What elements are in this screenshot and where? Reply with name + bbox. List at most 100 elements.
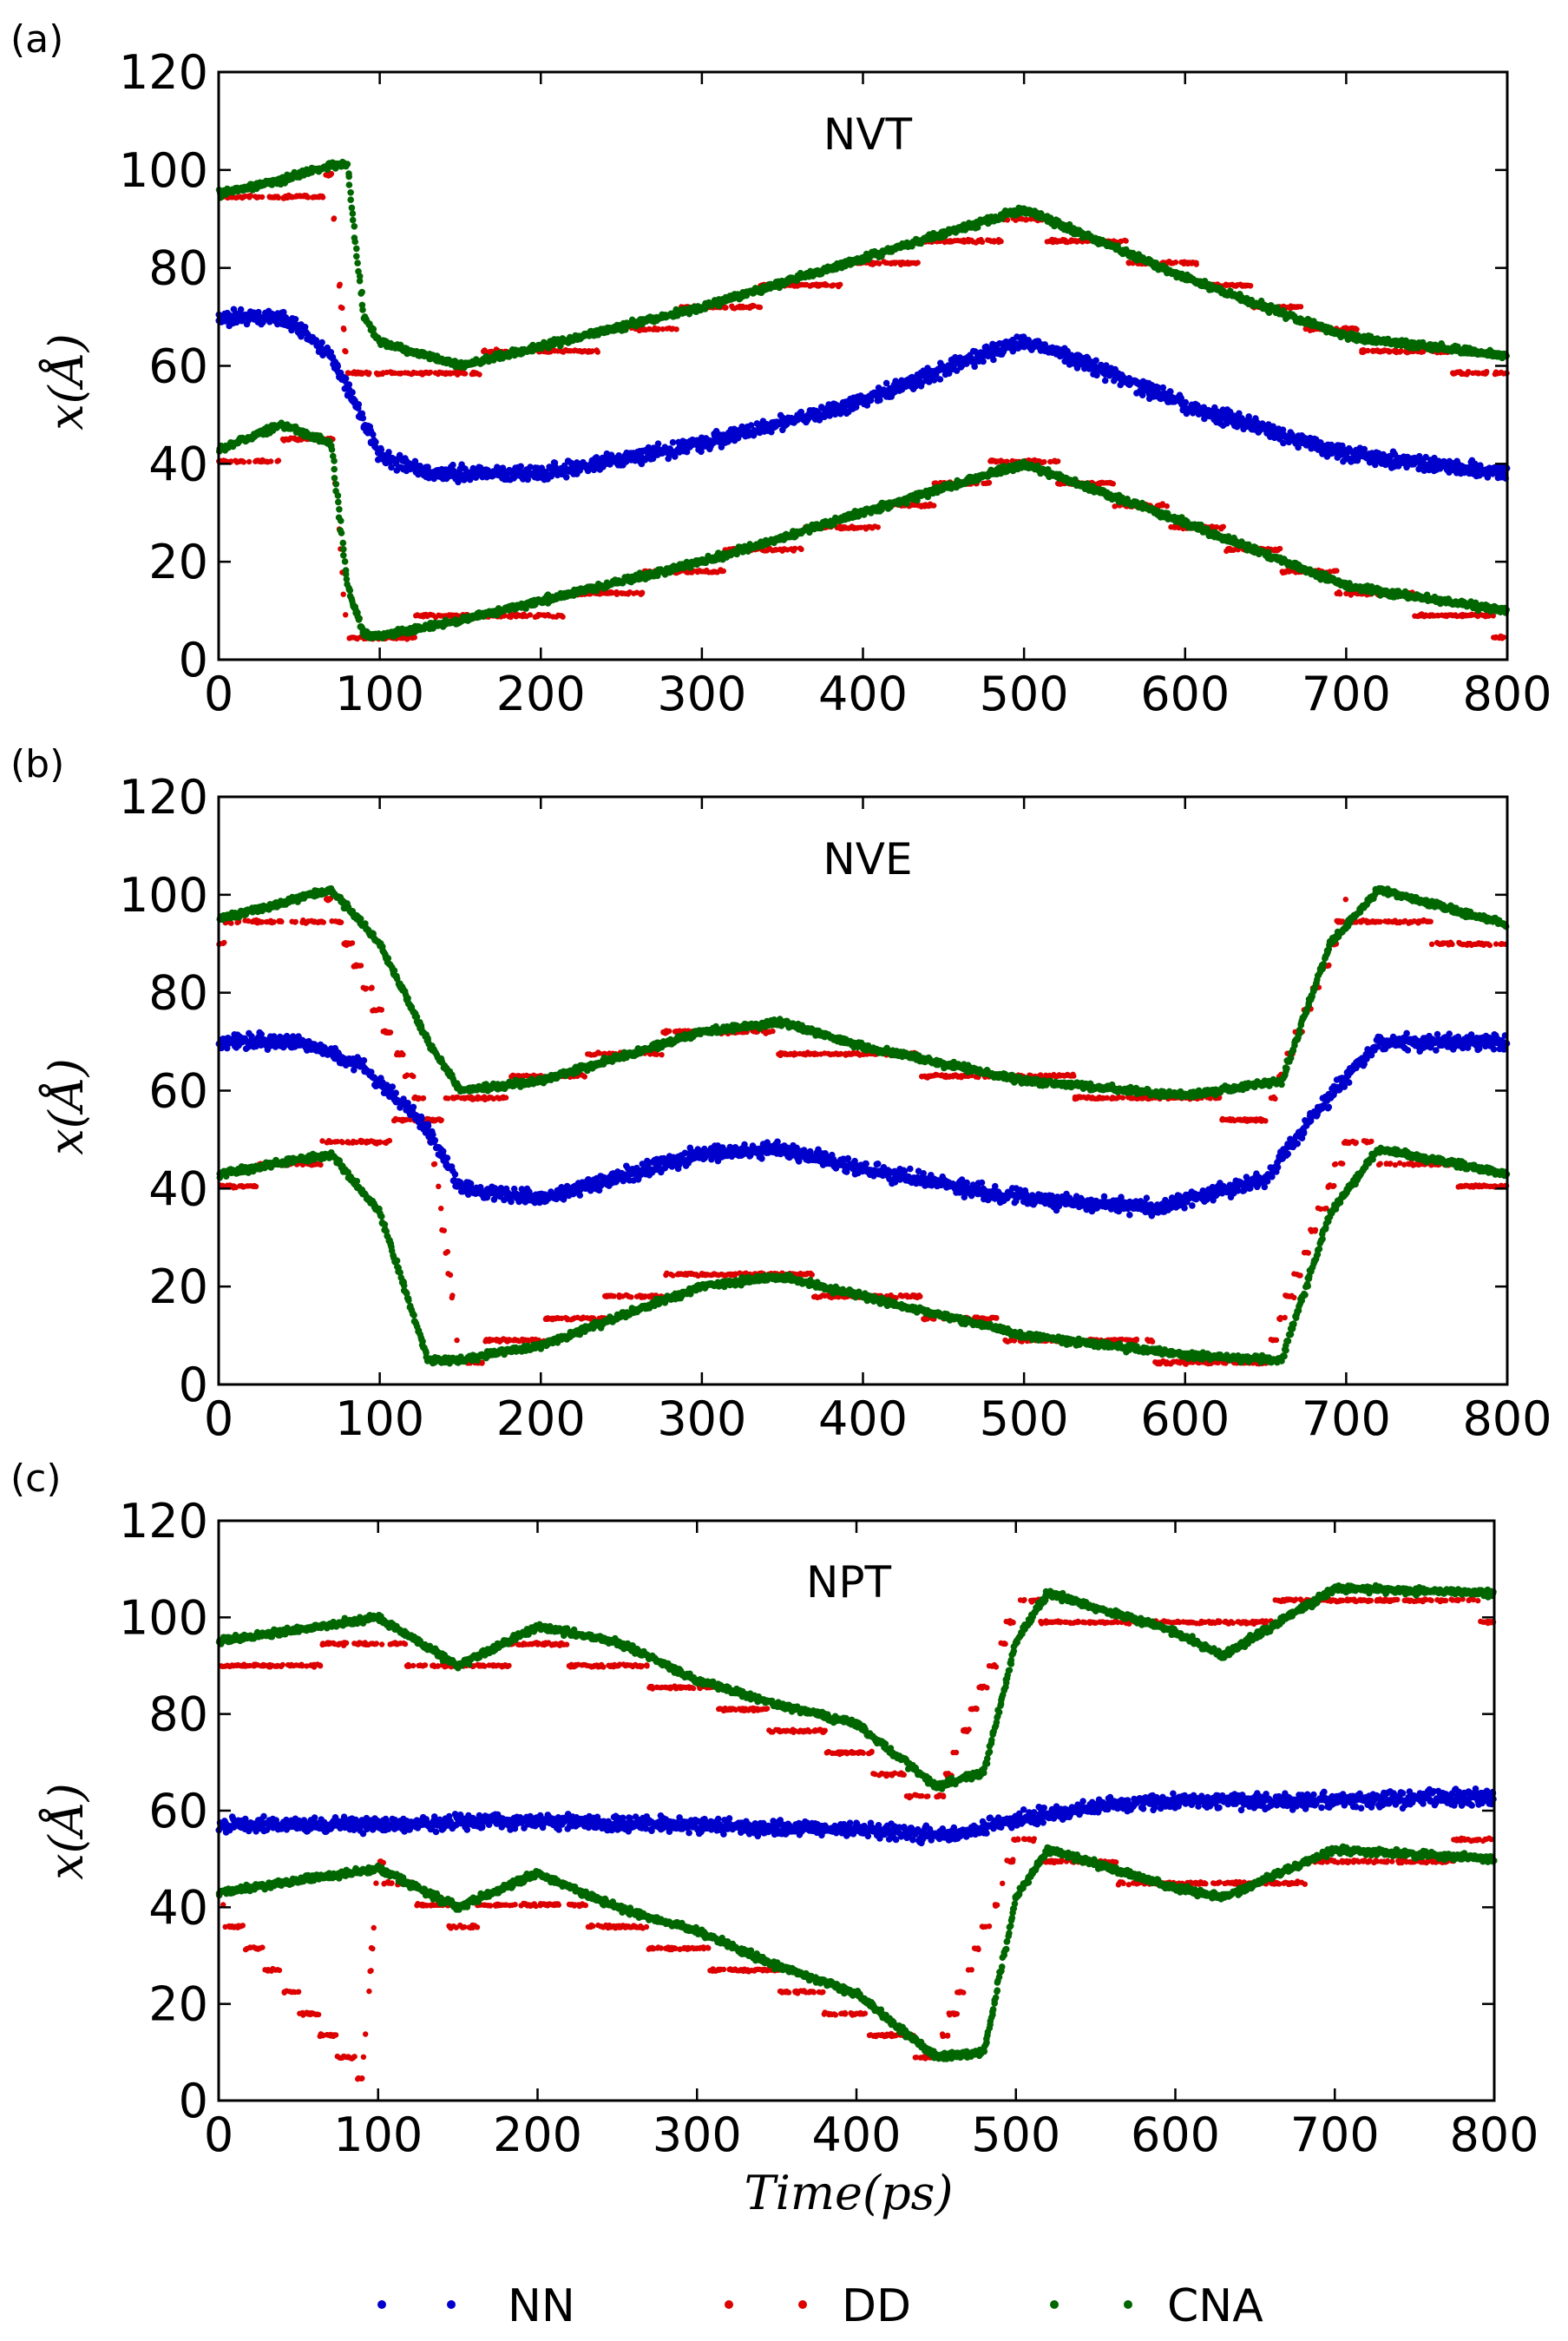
data-point-nn bbox=[318, 339, 325, 346]
data-point-dd bbox=[366, 370, 372, 376]
data-point-dd bbox=[792, 545, 798, 552]
data-point-dd bbox=[1023, 216, 1030, 223]
data-point-nn bbox=[1182, 398, 1190, 406]
data-point-dd bbox=[1276, 545, 1283, 552]
data-point-nn bbox=[1092, 357, 1099, 365]
data-point-dd bbox=[931, 503, 937, 509]
data-point-cna bbox=[353, 253, 360, 260]
data-point-dd bbox=[560, 614, 566, 620]
data-point-dd bbox=[259, 194, 266, 201]
data-point-nn bbox=[1280, 439, 1287, 447]
data-point-dd bbox=[476, 372, 482, 378]
data-point-dd bbox=[246, 458, 253, 465]
data-point-dd bbox=[411, 635, 417, 641]
data-point-dd bbox=[837, 281, 843, 287]
data-point-dd bbox=[1247, 283, 1254, 289]
data-point-dd bbox=[757, 304, 764, 311]
data-point-dd bbox=[655, 326, 661, 332]
data-point-dd bbox=[1365, 347, 1371, 354]
data-point-dd bbox=[823, 282, 830, 288]
data-point-nn bbox=[372, 438, 379, 446]
data-point-dd bbox=[1172, 260, 1179, 266]
data-point-dd bbox=[1466, 370, 1472, 376]
data-point-dd bbox=[268, 458, 274, 464]
data-point-cna bbox=[347, 196, 355, 203]
data-point-dd bbox=[247, 193, 253, 199]
data-point-nn bbox=[370, 431, 377, 438]
data-point-cna bbox=[345, 181, 353, 188]
data-point-nn bbox=[292, 316, 299, 323]
data-point-dd bbox=[1110, 481, 1117, 487]
data-point-nn bbox=[385, 449, 392, 456]
data-point-dd bbox=[462, 371, 469, 377]
data-point-nn bbox=[669, 438, 677, 446]
data-point-dd bbox=[341, 326, 347, 332]
data-point-nn bbox=[990, 356, 997, 364]
data-point-dd bbox=[830, 282, 836, 288]
data-point-cna bbox=[358, 288, 366, 296]
data-point-dd bbox=[1420, 348, 1427, 355]
data-point-nn bbox=[449, 461, 456, 469]
data-point-dd bbox=[1475, 370, 1482, 376]
data-point-dd bbox=[1334, 568, 1340, 574]
data-point-cna bbox=[354, 260, 361, 266]
data-point-dd bbox=[240, 459, 247, 465]
data-point-dd bbox=[979, 239, 986, 245]
data-point-dd bbox=[1123, 238, 1129, 244]
data-point-dd bbox=[527, 612, 534, 618]
data-point-cna bbox=[353, 245, 360, 253]
data-point-nn bbox=[1167, 388, 1174, 396]
data-point-nn bbox=[654, 440, 662, 447]
data-point-dd bbox=[1297, 304, 1304, 310]
data-point-dd bbox=[639, 589, 646, 595]
data-point-dd bbox=[659, 326, 666, 332]
data-point-dd bbox=[343, 612, 349, 618]
data-point-dd bbox=[1220, 523, 1227, 529]
data-point-dd bbox=[986, 479, 993, 486]
data-point-dd bbox=[1483, 370, 1489, 377]
data-point-dd bbox=[1337, 591, 1343, 597]
data-point-cna bbox=[351, 238, 359, 246]
data-point-nn bbox=[980, 358, 987, 365]
data-point-nn bbox=[359, 414, 367, 422]
data-point-dd bbox=[875, 524, 881, 530]
data-point-nn bbox=[342, 375, 350, 382]
data-point-dd bbox=[594, 349, 600, 355]
data-point-nn bbox=[936, 376, 944, 383]
data-point-nn bbox=[517, 463, 524, 470]
data-point-dd bbox=[723, 305, 729, 311]
data-point-dd bbox=[673, 326, 679, 332]
data-point-nn bbox=[334, 361, 341, 369]
data-point-dd bbox=[876, 260, 882, 266]
data-point-dd bbox=[275, 194, 282, 201]
data-point-cna bbox=[348, 204, 356, 212]
data-point-nn bbox=[355, 401, 363, 408]
data-point-cna bbox=[359, 306, 366, 313]
data-point-dd bbox=[275, 457, 282, 464]
data-point-dd bbox=[1164, 503, 1171, 510]
data-point-dd bbox=[1500, 635, 1506, 641]
data-point-dd bbox=[1387, 348, 1394, 355]
data-point-nn bbox=[1159, 384, 1167, 391]
data-point-dd bbox=[991, 239, 997, 245]
data-point-dd bbox=[798, 546, 804, 552]
data-point-dd bbox=[339, 305, 345, 311]
data-point-cna bbox=[351, 223, 358, 230]
data-point-nn bbox=[562, 474, 570, 481]
data-point-cna bbox=[356, 277, 364, 285]
data-point-dd bbox=[1398, 348, 1404, 354]
data-point-dd bbox=[1041, 458, 1047, 465]
y-axis-title: x(Å) bbox=[37, 333, 94, 431]
data-point-dd bbox=[340, 591, 346, 597]
data-point-cna bbox=[347, 189, 354, 196]
data-point-dd bbox=[427, 369, 434, 376]
panel-label: (a) bbox=[10, 17, 63, 62]
data-point-dd bbox=[1354, 326, 1360, 332]
data-point-nn bbox=[349, 389, 356, 396]
data-point-dd bbox=[1193, 260, 1199, 266]
data-point-dd bbox=[331, 215, 338, 221]
data-point-dd bbox=[337, 281, 343, 287]
data-point-dd bbox=[915, 260, 921, 266]
